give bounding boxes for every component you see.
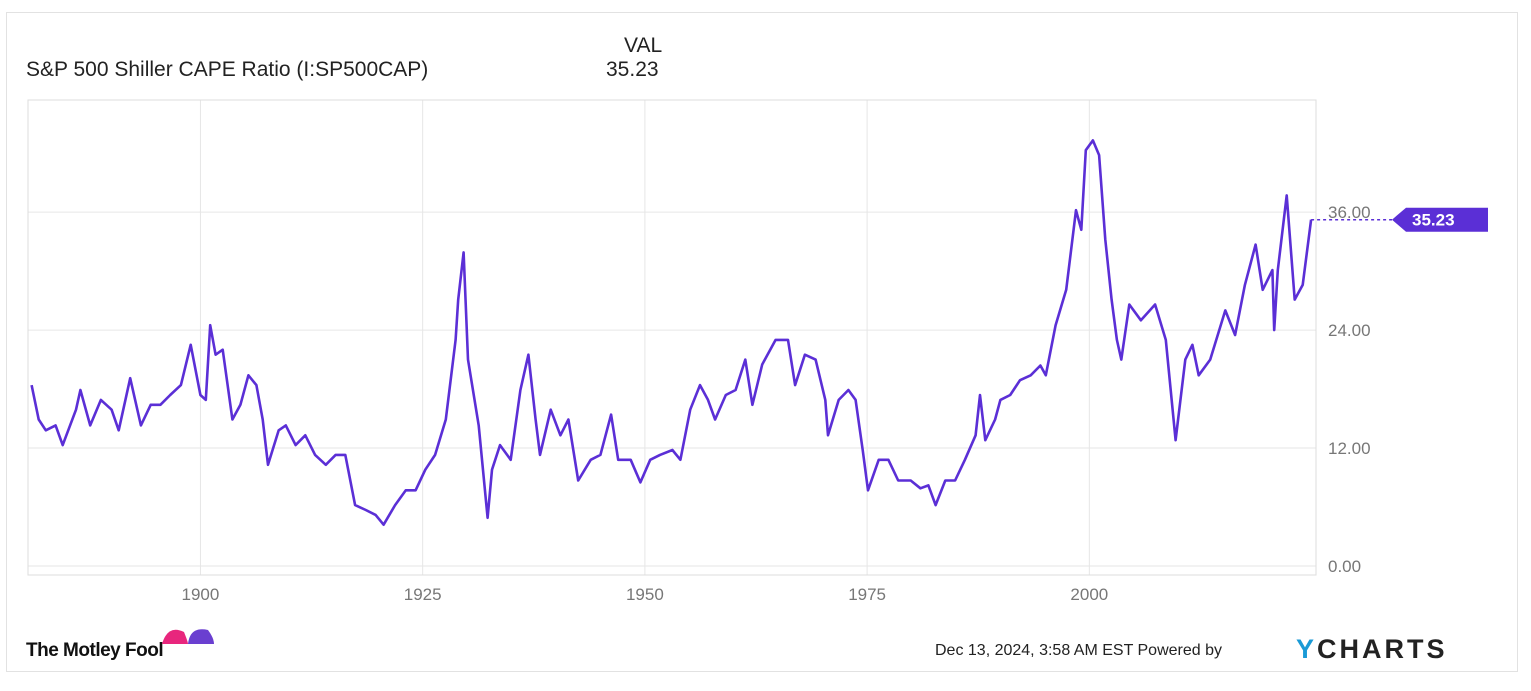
ycharts-text: CHARTS [1317,634,1448,664]
chart-frame [6,12,1518,672]
brand-name: The Motley Fool [26,640,164,661]
y-tick-label: 24.00 [1328,321,1371,340]
plot-area [27,99,1317,576]
y-tick-label: 36.00 [1328,203,1371,222]
powered-by: Powered by [1137,642,1223,659]
current-value: 35.23 [606,58,659,81]
x-tick-label: 1900 [182,585,220,604]
series-name: S&P 500 Shiller CAPE Ratio (I:SP500CAP) [26,58,429,81]
x-tick-label: 2000 [1070,585,1108,604]
value-header: VAL [624,34,663,57]
last-value-flag-bg [1392,207,1488,232]
last-value-flag: 35.23 [1311,207,1488,232]
motley-fool-logo: The Motley Fool [26,629,214,662]
x-tick-label: 1950 [626,585,664,604]
series-line [30,139,1313,526]
timestamp: Dec 13, 2024, 3:58 AM EST [935,642,1134,659]
footer-timestamp: Dec 13, 2024, 3:58 AM EST Powered by [935,642,1222,660]
y-tick-label: 0.00 [1328,557,1361,576]
x-tick-label: 1975 [848,585,886,604]
x-tick-label: 1925 [404,585,442,604]
last-value-label: 35.23 [1412,211,1455,230]
ycharts-logo: YCHARTS [1296,634,1448,665]
ycharts-y: Y [1296,634,1318,664]
jester-hat-icon [162,629,214,644]
y-tick-label: 12.00 [1328,439,1371,458]
